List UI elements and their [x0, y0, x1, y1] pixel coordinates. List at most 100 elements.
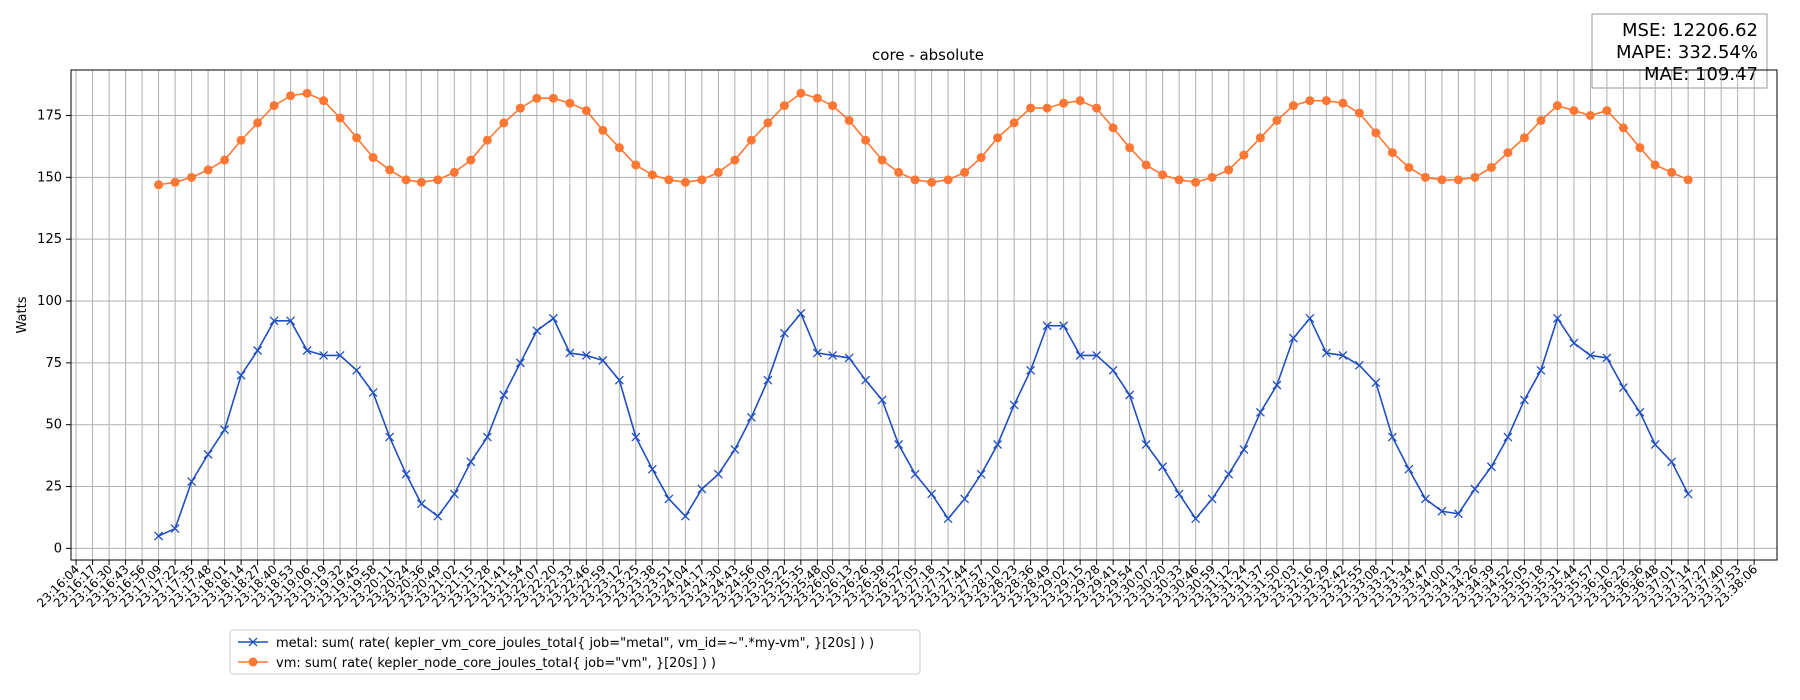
marker: [286, 91, 296, 101]
marker: [779, 101, 789, 111]
marker: [1470, 484, 1480, 494]
marker: [1635, 407, 1645, 417]
marker: [1387, 432, 1397, 442]
marker: [844, 353, 854, 363]
marker: [1239, 150, 1249, 160]
marker: [877, 395, 887, 405]
marker: [828, 350, 838, 360]
marker: [319, 96, 329, 106]
marker: [1420, 494, 1430, 504]
marker: [1453, 509, 1463, 519]
marker: [1338, 350, 1348, 360]
y-tick-label: 150: [37, 170, 62, 185]
marker: [1191, 514, 1201, 524]
marker: [960, 167, 970, 177]
marker: [631, 432, 641, 442]
marker: [1075, 350, 1085, 360]
marker: [664, 494, 674, 504]
marker: [433, 511, 443, 521]
marker: [1125, 143, 1135, 153]
marker: [352, 365, 362, 375]
marker: [1618, 123, 1628, 133]
marker: [368, 388, 378, 398]
marker: [1420, 172, 1430, 182]
marker: [1224, 469, 1234, 479]
marker: [499, 118, 509, 128]
marker: [730, 155, 740, 165]
marker: [1486, 162, 1496, 172]
marker: [187, 477, 197, 487]
marker: [1650, 440, 1660, 449]
marker: [763, 118, 773, 128]
marker: [680, 177, 690, 187]
marker: [844, 115, 854, 125]
marker: [1042, 321, 1052, 331]
marker: [499, 390, 509, 400]
marker: [1288, 333, 1298, 343]
marker: [1404, 464, 1414, 474]
marker: [203, 165, 213, 175]
marker: [1618, 383, 1628, 393]
marker: [1174, 489, 1184, 499]
marker: [532, 93, 542, 103]
marker: [779, 328, 789, 338]
series-line: [158, 311, 1689, 537]
marker: [335, 113, 345, 123]
marker: [1552, 313, 1562, 323]
series: [154, 88, 1693, 190]
marker: [1207, 494, 1217, 504]
marker: [960, 494, 970, 504]
marker: [581, 106, 591, 116]
marker: [598, 355, 608, 365]
marker: [416, 177, 426, 187]
marker: [154, 531, 164, 541]
marker: [1536, 365, 1546, 375]
marker: [581, 350, 591, 360]
marker: [1536, 115, 1546, 125]
y-tick-label: 75: [45, 356, 62, 371]
marker: [1108, 365, 1118, 375]
marker: [1174, 175, 1184, 185]
marker: [1683, 489, 1693, 499]
marker: [861, 375, 871, 385]
marker: [943, 175, 953, 185]
marker: [680, 511, 690, 521]
marker: [1075, 96, 1085, 106]
marker: [1255, 407, 1265, 417]
marker: [401, 175, 411, 185]
y-axis-label: Watts: [15, 296, 30, 333]
marker: [1635, 143, 1645, 153]
marker: [1404, 162, 1414, 172]
marker: [1321, 348, 1331, 358]
marker: [416, 499, 426, 509]
marker: [910, 469, 920, 479]
marker: [1272, 380, 1282, 390]
marker: [1158, 462, 1168, 472]
marker: [927, 489, 937, 499]
marker: [1158, 170, 1168, 180]
marker: [1125, 390, 1135, 400]
marker: [433, 175, 443, 185]
marker: [763, 375, 773, 385]
stat-text: MSE: 12206.62: [1622, 20, 1758, 41]
marker: [1059, 98, 1069, 108]
marker: [401, 469, 411, 479]
marker: [1026, 103, 1036, 113]
marker: [1338, 98, 1348, 108]
marker: [1321, 96, 1331, 106]
marker: [170, 177, 180, 187]
marker: [203, 449, 213, 459]
marker: [1239, 444, 1249, 454]
marker: [730, 444, 740, 454]
marker: [861, 135, 871, 145]
marker: [1602, 353, 1612, 363]
marker: [154, 180, 164, 190]
marker: [1602, 106, 1612, 116]
marker: [1305, 313, 1315, 323]
y-tick-label: 50: [45, 418, 62, 433]
marker: [697, 175, 707, 185]
marker: [1272, 115, 1282, 125]
legend-marker: [248, 657, 258, 667]
marker: [253, 118, 263, 128]
